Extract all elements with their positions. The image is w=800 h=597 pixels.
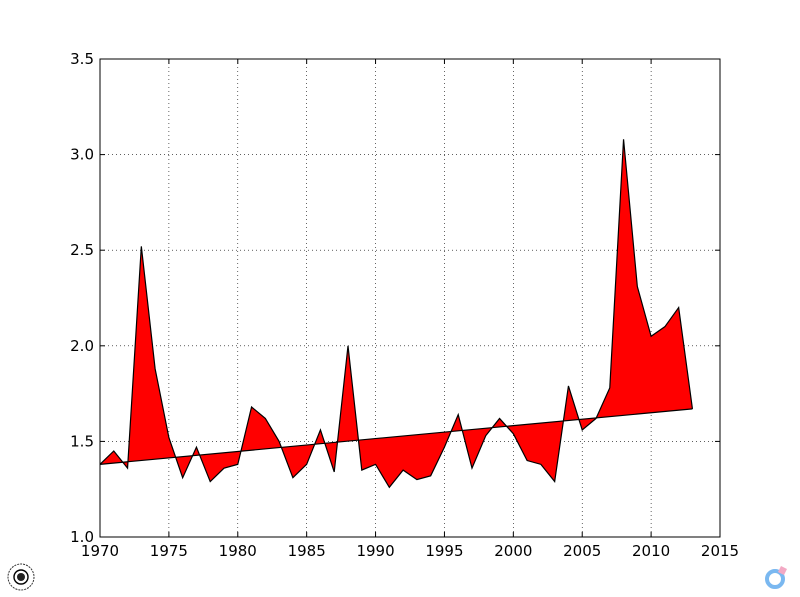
series-lines: [99, 139, 694, 489]
plot-frame: [99, 58, 721, 538]
x-tick-label: 2010: [632, 542, 670, 560]
y-tick-label: 2.0: [70, 337, 94, 355]
x-tick-label: 1995: [425, 542, 463, 560]
x-tick-label: 2015: [701, 542, 739, 560]
x-tick-label: 2000: [494, 542, 532, 560]
y-tick-label: 1.5: [70, 432, 94, 450]
x-tick-label: 1975: [150, 542, 188, 560]
y-tick-label: 3.5: [70, 50, 94, 68]
brand-logo-icon: [765, 566, 787, 589]
x-tick-label: 2005: [563, 542, 601, 560]
x-tick-label: 1980: [219, 542, 257, 560]
y-tick-label: 2.5: [70, 241, 94, 259]
trend-line: [99, 408, 693, 465]
axis-ticks: [99, 58, 721, 538]
series-line: [99, 139, 694, 489]
x-tick-label: 1985: [288, 542, 326, 560]
y-tick-label: 1.0: [70, 528, 94, 546]
seal-logo-icon: [7, 563, 35, 591]
y-tick-label: 3.0: [70, 146, 94, 164]
area-fill: [100, 139, 693, 488]
area-fills: [100, 139, 693, 488]
x-tick-label: 1990: [356, 542, 394, 560]
tick-labels: 1970 1975 1980 1985 1990 1995 2000 2005 2010 2015…: [70, 50, 739, 560]
x-tick-label: 1970: [81, 542, 119, 560]
